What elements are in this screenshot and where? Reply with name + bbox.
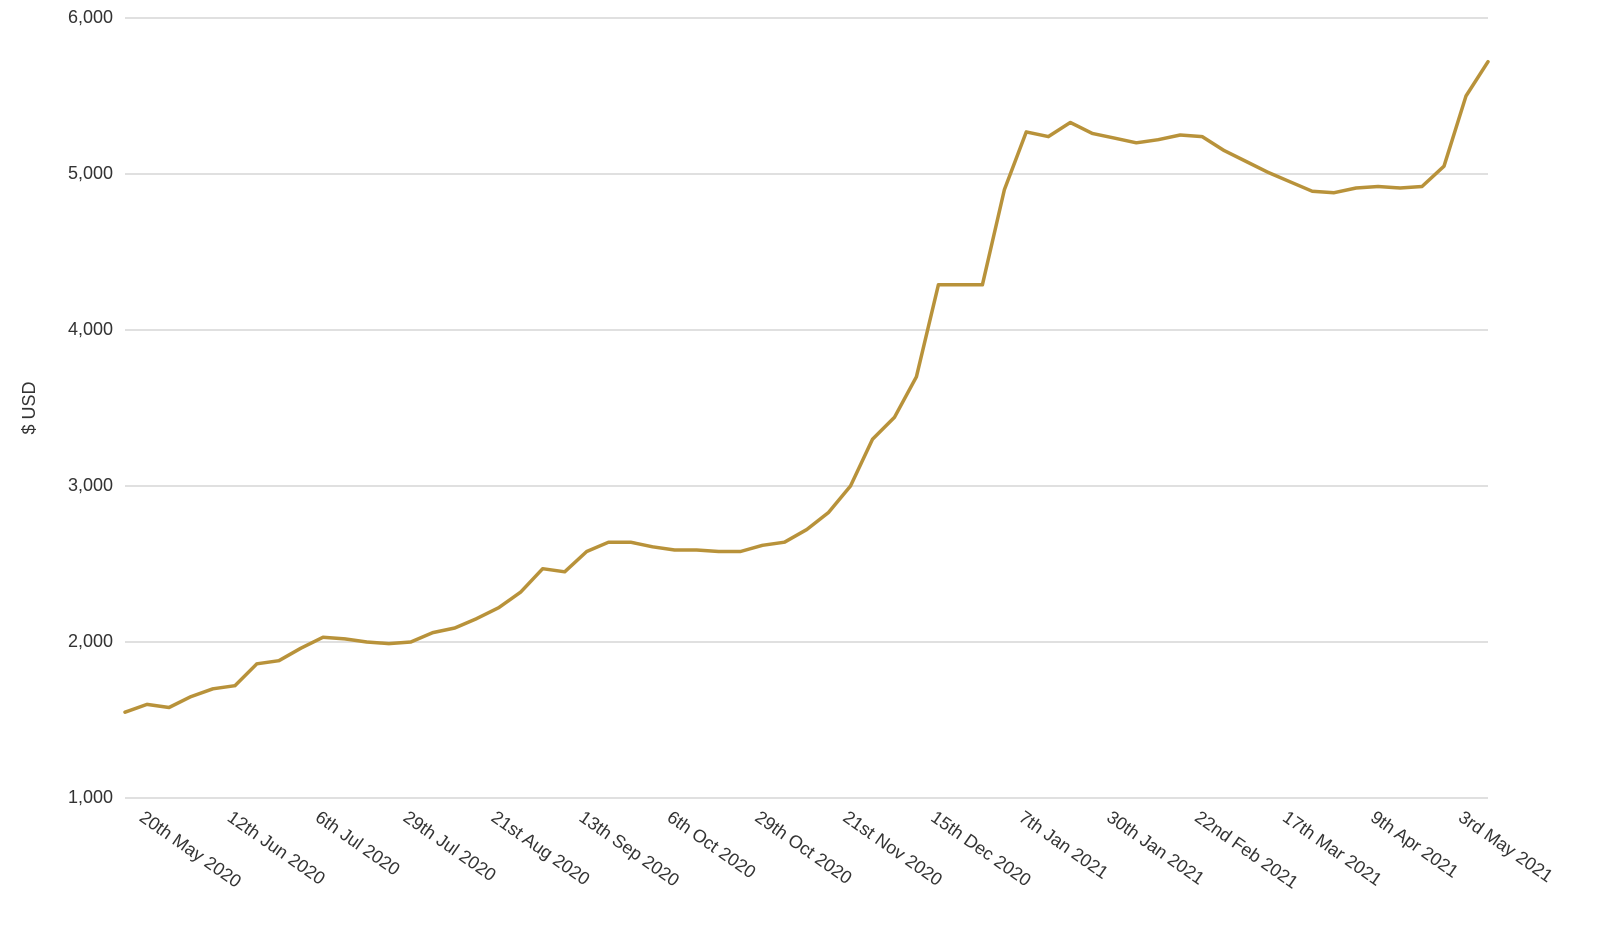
x-tick-label: 6th Jul 2020 [312, 807, 404, 880]
x-tick-label: 29th Oct 2020 [752, 807, 856, 888]
price-line [123, 59, 1490, 714]
y-tick-label: 2,000 [68, 631, 113, 651]
x-tick-label: 30th Jan 2021 [1103, 807, 1208, 889]
y-tick-label: 4,000 [68, 319, 113, 339]
y-axis-label: $ USD [19, 381, 39, 434]
y-tick-label: 5,000 [68, 163, 113, 183]
y-tick-label: 3,000 [68, 475, 113, 495]
y-tick-label: 1,000 [68, 787, 113, 807]
x-tick-label: 29th Jul 2020 [400, 807, 500, 885]
x-tick-label: 3rd May 2021 [1455, 807, 1557, 887]
y-tick-label: 6,000 [68, 7, 113, 27]
